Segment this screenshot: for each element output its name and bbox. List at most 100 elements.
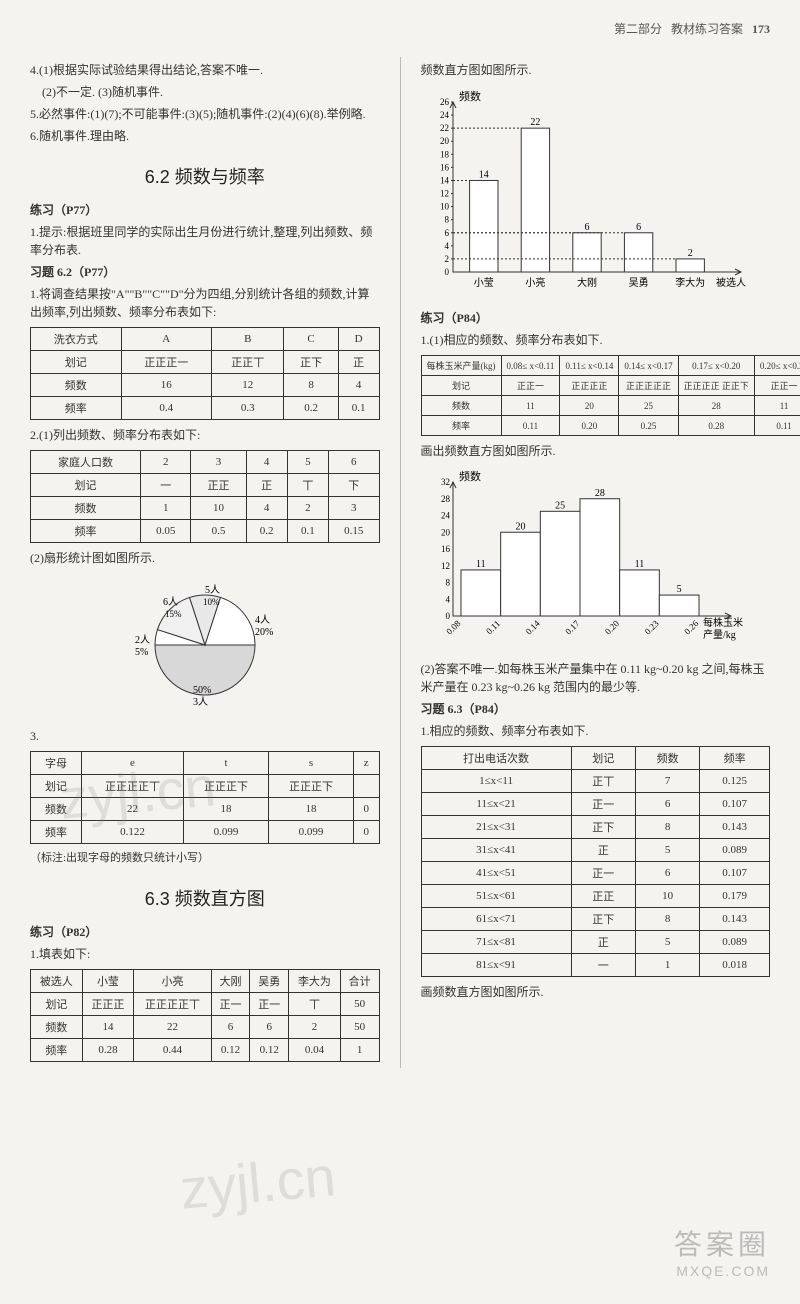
footer-wm-1: 答案圈 bbox=[674, 1223, 770, 1263]
column-divider bbox=[400, 57, 401, 1068]
table-row: 频数11202528115 bbox=[421, 396, 800, 416]
svg-text:0: 0 bbox=[444, 267, 449, 277]
table-row: 81≤x<91一10.018 bbox=[421, 954, 770, 977]
page: 第二部分 教材练习答案 173 4.(1)根据实际试验结果得出结论,答案不唯一.… bbox=[0, 0, 800, 1304]
pie-label-5: 5人 bbox=[205, 584, 220, 596]
pie-label-2: 2人 bbox=[135, 634, 150, 646]
svg-text:22: 22 bbox=[530, 117, 540, 128]
table-corn: 每株玉米产量(kg)0.08≤ x<0.110.11≤ x<0.140.14≤ … bbox=[421, 355, 800, 436]
svg-text:0.14: 0.14 bbox=[523, 618, 542, 637]
q5: 5.必然事件:(1)(7);不可能事件:(3)(5);随机事件:(2)(4)(6… bbox=[30, 105, 380, 123]
table-row: 频率0.050.50.20.10.15 bbox=[31, 520, 380, 543]
svg-text:10%: 10% bbox=[203, 597, 220, 607]
table-row: 频率0.1220.0990.0990 bbox=[31, 821, 380, 844]
left-column: 4.(1)根据实际试验结果得出结论,答案不唯一. (2)不一定. (3)随机事件… bbox=[30, 57, 380, 1068]
histogram-1: 24681012141618202224260频数14小莹22小亮6大刚6吴勇2… bbox=[421, 87, 771, 301]
page-header: 第二部分 教材练习答案 173 bbox=[30, 20, 770, 37]
svg-text:14: 14 bbox=[440, 175, 450, 185]
p82-q1: 1.填表如下: bbox=[30, 945, 380, 963]
svg-text:频数: 频数 bbox=[459, 469, 481, 483]
header-section: 第二部分 bbox=[614, 22, 662, 36]
svg-text:吴勇: 吴勇 bbox=[628, 277, 648, 289]
svg-text:4: 4 bbox=[445, 594, 450, 604]
svg-text:5: 5 bbox=[676, 584, 681, 595]
svg-text:20: 20 bbox=[515, 521, 525, 532]
svg-text:产量/kg: 产量/kg bbox=[703, 628, 736, 641]
svg-text:22: 22 bbox=[440, 123, 449, 133]
svg-text:11: 11 bbox=[634, 559, 644, 570]
svg-text:12: 12 bbox=[440, 189, 449, 199]
watermark-2: zyjl.cn bbox=[177, 1143, 338, 1221]
ex63-q1: 1.相应的频数、频率分布表如下. bbox=[421, 722, 771, 740]
histo3-intro: 画频数直方图如图所示. bbox=[421, 983, 771, 1001]
q3-note: （标注:出现字母的频数只统计小写） bbox=[30, 850, 380, 867]
table-row: 31≤x<41正50.089 bbox=[421, 839, 770, 862]
svg-text:24: 24 bbox=[441, 511, 451, 521]
practice-p77-label: 练习（P77） bbox=[30, 201, 380, 219]
svg-text:26: 26 bbox=[440, 97, 450, 107]
svg-text:2: 2 bbox=[687, 248, 692, 259]
svg-text:0.20: 0.20 bbox=[602, 618, 621, 637]
svg-text:频数: 频数 bbox=[459, 89, 481, 103]
table-row: 划记正正正正丅正正正下正正正下 bbox=[31, 775, 380, 798]
table-row: 频数142266250 bbox=[31, 1015, 380, 1038]
svg-text:4: 4 bbox=[444, 241, 449, 251]
table-row: 划记正正一正正正正正正正正正正正正正 正正下正正一正 bbox=[421, 376, 800, 396]
pie-chart: 2人 5% 3人 50% 4人 20% 5人 10% 6人 15% bbox=[30, 575, 380, 719]
table-row: 频数161284 bbox=[31, 374, 380, 397]
footer-watermark: 答案圈 MXQE.COM bbox=[674, 1223, 770, 1279]
table-row: 频率0.110.200.250.280.110.05 bbox=[421, 416, 800, 436]
table-wash: 洗衣方式 A B C D 划记正正正一正正丅正下正 频数161284 频率0.4… bbox=[30, 327, 380, 420]
section-6-2-title: 6.2 频数与频率 bbox=[30, 163, 380, 189]
svg-text:25: 25 bbox=[555, 500, 565, 511]
svg-text:0.23: 0.23 bbox=[642, 618, 661, 637]
q3-label: 3. bbox=[30, 727, 380, 745]
practice-p82-label: 练习（P82） bbox=[30, 923, 380, 941]
pie-label-3: 3人 bbox=[193, 696, 208, 708]
table-row: 频数2218180 bbox=[31, 798, 380, 821]
practice-p84-label: 练习（P84） bbox=[421, 309, 771, 327]
svg-text:2: 2 bbox=[444, 254, 449, 264]
p77-q1: 1.提示:根据班里同学的实际出生月份进行统计,整理,列出频数、频率分布表. bbox=[30, 223, 380, 259]
svg-text:20: 20 bbox=[441, 527, 451, 537]
table-row: 打出电话次数划记频数频率 bbox=[421, 747, 770, 770]
table-row: 1≤x<11正丅70.125 bbox=[421, 770, 770, 793]
table-row: 字母etsz bbox=[31, 752, 380, 775]
page-number: 173 bbox=[752, 22, 770, 36]
svg-text:每株玉米: 每株玉米 bbox=[703, 616, 743, 629]
table-row: 11≤x<21正一60.107 bbox=[421, 793, 770, 816]
section-6-3-title: 6.3 频数直方图 bbox=[30, 885, 380, 911]
pie-label-6: 6人 bbox=[163, 596, 178, 608]
svg-text:0.11: 0.11 bbox=[484, 618, 502, 636]
q6: 6.随机事件.理由略. bbox=[30, 127, 380, 145]
svg-text:李大为: 李大为 bbox=[675, 276, 705, 289]
svg-text:6: 6 bbox=[444, 228, 449, 238]
table-family: 家庭人口数23456 划记一正正正丅下 频数110423 频率0.050.50.… bbox=[30, 450, 380, 543]
svg-text:16: 16 bbox=[440, 162, 450, 172]
table-row: 频率0.40.30.20.1 bbox=[31, 397, 380, 420]
table-row: 被选人小莹小亮大刚吴勇李大为合计 bbox=[31, 969, 380, 992]
table-letters: 字母etsz 划记正正正正丅正正正下正正正下 频数2218180 频率0.122… bbox=[30, 751, 380, 844]
q4-line1: 4.(1)根据实际试验结果得出结论,答案不唯一. bbox=[30, 61, 380, 79]
svg-text:16: 16 bbox=[441, 544, 451, 554]
q4-line2: (2)不一定. (3)随机事件. bbox=[30, 83, 380, 101]
svg-text:8: 8 bbox=[445, 578, 450, 588]
table-calls: 打出电话次数划记频数频率 1≤x<11正丅70.125 11≤x<21正一60.… bbox=[421, 746, 771, 977]
svg-text:28: 28 bbox=[594, 488, 604, 499]
table-row: 频率0.280.440.120.120.041 bbox=[31, 1038, 380, 1061]
q2b: (2)扇形统计图如图所示. bbox=[30, 549, 380, 567]
svg-text:5%: 5% bbox=[135, 647, 148, 658]
svg-text:小亮: 小亮 bbox=[525, 276, 545, 289]
ex63-label: 习题 6.3（P84） bbox=[421, 700, 771, 718]
table-candidates: 被选人小莹小亮大刚吴勇李大为合计 划记正正正正正正正丅正一正一丅50 频数142… bbox=[30, 969, 380, 1062]
histo2-intro: 画出频数直方图如图所示. bbox=[421, 442, 771, 460]
histo1-intro: 频数直方图如图所示. bbox=[421, 61, 771, 79]
table-row: 家庭人口数23456 bbox=[31, 451, 380, 474]
right-column: 频数直方图如图所示. 24681012141618202224260频数14小莹… bbox=[421, 57, 771, 1068]
table-row: 划记一正正正丅下 bbox=[31, 474, 380, 497]
ex62-q1-intro: 1.将调查结果按"A""B""C""D"分为四组,分别统计各组的频数,计算出频率… bbox=[30, 285, 380, 321]
table-row: 划记正正正一正正丅正下正 bbox=[31, 351, 380, 374]
svg-text:28: 28 bbox=[441, 494, 451, 504]
footer-wm-2: MXQE.COM bbox=[674, 1263, 770, 1279]
svg-text:50%: 50% bbox=[193, 685, 211, 696]
